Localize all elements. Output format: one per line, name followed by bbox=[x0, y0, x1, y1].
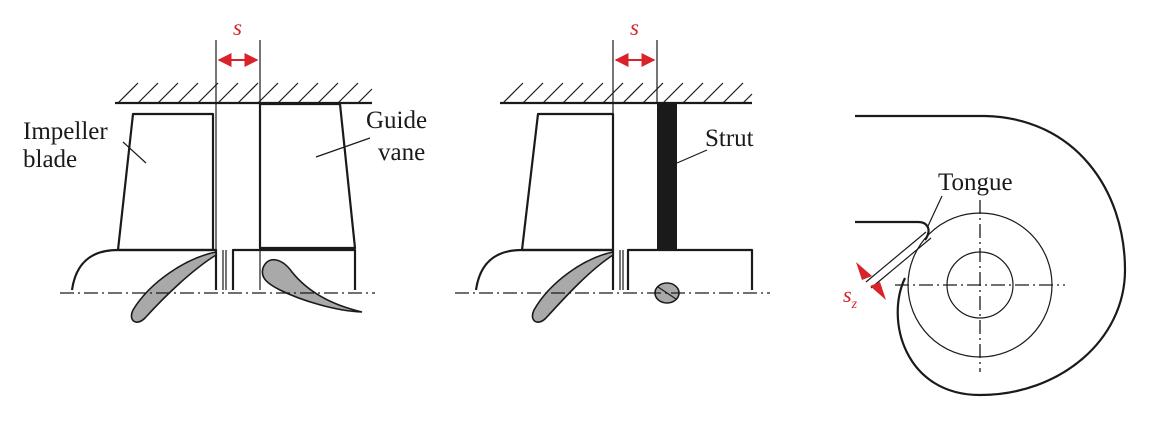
strut-hub bbox=[626, 248, 754, 290]
guide-vane-label-line1: Guide bbox=[366, 107, 427, 134]
gap-arrow-bottom bbox=[870, 282, 886, 300]
gap-seal-2 bbox=[612, 250, 629, 290]
volute-outer-wall bbox=[855, 114, 1127, 397]
casing-hatching-2 bbox=[502, 82, 753, 104]
impeller-blade-outline bbox=[116, 112, 215, 252]
guide-vane-leader-line bbox=[315, 137, 371, 158]
panel-volute-tongue: Tongue sz bbox=[843, 114, 1127, 397]
tongue-leader-line bbox=[927, 195, 943, 227]
panel-impeller-guide-vane: s Impeller blade Guide vane bbox=[23, 15, 427, 323]
gap-arrow-top bbox=[856, 262, 872, 280]
gap-label-s-2: s bbox=[630, 15, 639, 40]
gap-seal-1 bbox=[215, 250, 234, 290]
impeller-hub-2 bbox=[474, 248, 615, 291]
gap-label-s-1: s bbox=[233, 15, 242, 40]
tongue-gap-line-a bbox=[865, 231, 927, 283]
gap-dimension-1: s bbox=[215, 15, 261, 290]
impeller-label-line2: blade bbox=[23, 146, 77, 173]
tongue-gap-line-b bbox=[870, 237, 932, 289]
strut-leader-line bbox=[676, 149, 708, 164]
impeller-blade-section bbox=[130, 251, 217, 323]
gap-dimension-2: s bbox=[612, 15, 658, 290]
discharge-lower-wall bbox=[855, 220, 930, 241]
panel-impeller-strut: s Strut bbox=[455, 15, 770, 323]
impeller-blade-section-2 bbox=[531, 251, 614, 323]
guide-vane-outline bbox=[258, 102, 357, 250]
guide-vane-label-line2: vane bbox=[378, 139, 425, 166]
gap-label-sz: sz bbox=[843, 282, 858, 312]
impeller-label-line1: Impeller bbox=[23, 118, 108, 145]
impeller-hub bbox=[70, 248, 218, 291]
tongue-label: Tongue bbox=[938, 169, 1013, 196]
guide-vane-section bbox=[261, 259, 363, 313]
casing-hatching-1 bbox=[117, 82, 373, 104]
strut-bar bbox=[657, 104, 677, 250]
gap-label-sz-sub: z bbox=[851, 297, 858, 312]
impeller-leader-line bbox=[122, 141, 147, 164]
impeller-blade-outline-2 bbox=[520, 112, 615, 252]
strut-label: Strut bbox=[705, 125, 754, 152]
gap-label-sz-main: s bbox=[843, 282, 852, 307]
